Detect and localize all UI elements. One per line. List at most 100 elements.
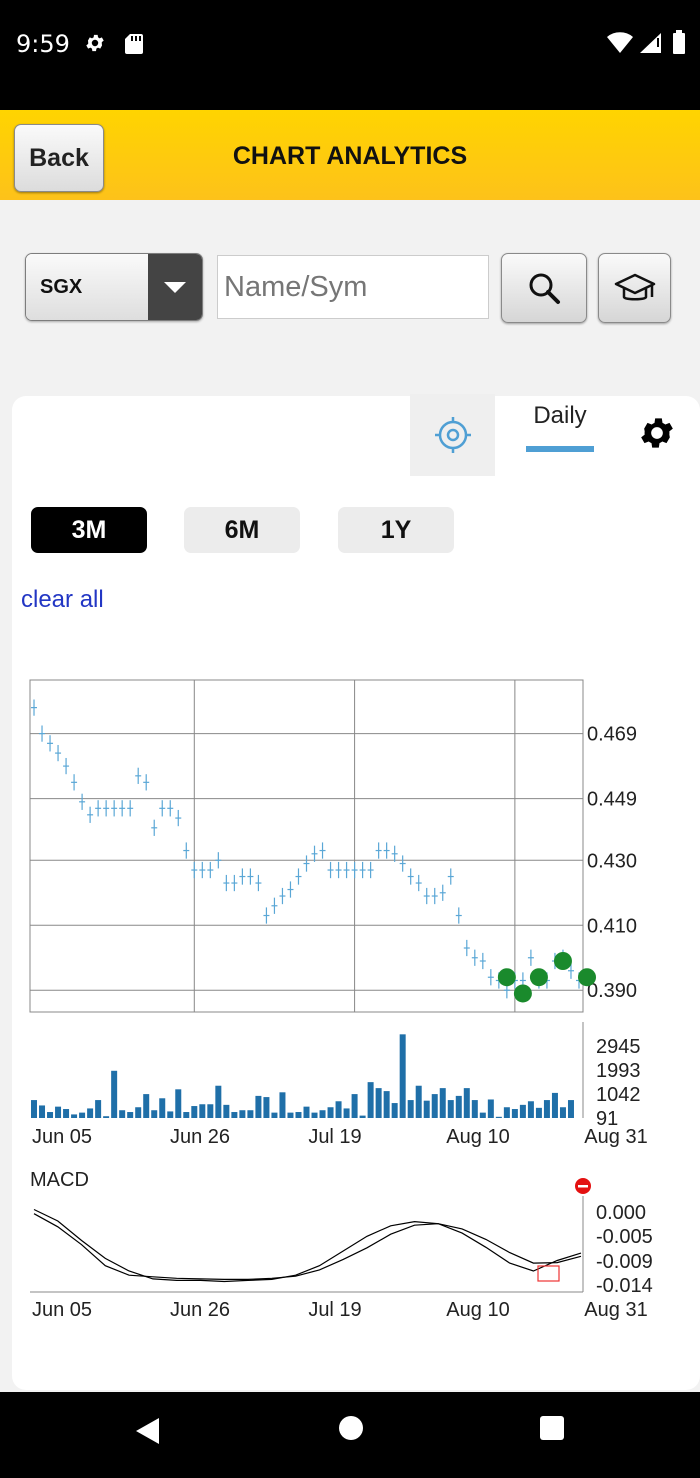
price-axis-tick-label: 0.430 (587, 850, 637, 872)
ohlc-bar (287, 881, 294, 898)
ohlc-bar (279, 887, 286, 905)
signal-marker (553, 951, 572, 970)
range-6m-button[interactable]: 6M (184, 507, 300, 553)
exchange-select[interactable]: SGX (25, 253, 203, 321)
clear-all-link[interactable]: clear all (21, 586, 104, 613)
ohlc-bar (383, 842, 390, 859)
search-input[interactable] (217, 255, 489, 319)
ohlc-bar (303, 855, 310, 872)
ohlc-bar (439, 884, 446, 901)
volume-bar (111, 1070, 118, 1118)
ohlc-bar (183, 842, 190, 859)
macd-date-axis-label: Jun 26 (170, 1299, 230, 1321)
volume-bar (463, 1088, 470, 1118)
volume-bar (223, 1104, 230, 1118)
macd-line (33, 1208, 582, 1283)
settings-gear-icon[interactable] (637, 413, 677, 453)
volume-bar (519, 1104, 526, 1118)
ohlc-bar (39, 725, 46, 742)
volume-bar (175, 1089, 182, 1118)
macd-axis-tick-label: -0.005 (596, 1226, 653, 1248)
ohlc-bar (239, 868, 246, 885)
search-icon (529, 273, 560, 304)
ohlc-bar (463, 939, 470, 957)
volume-bar (183, 1112, 190, 1118)
macd-title: MACD (30, 1169, 89, 1191)
ohlc-bar (215, 852, 222, 869)
volume-bar (479, 1112, 486, 1118)
wifi-icon (607, 32, 633, 53)
volume-bar (55, 1106, 62, 1118)
volume-bar (431, 1094, 438, 1118)
page-title: CHART ANALYTICS (232, 142, 468, 170)
volume-bar (391, 1103, 398, 1118)
volume-bar (215, 1085, 222, 1118)
volume-bar (231, 1112, 238, 1118)
price-axis-tick-label: 0.410 (587, 915, 637, 937)
system-nav-bar (0, 1392, 700, 1478)
ohlc-bar (327, 861, 334, 879)
tab-daily[interactable]: Daily (533, 402, 587, 429)
ohlc-bar (247, 868, 254, 885)
volume-bar (247, 1110, 254, 1118)
ohlc-bar (151, 819, 158, 836)
date-axis-label: Jul 19 (308, 1126, 361, 1148)
home-nav-icon[interactable] (337, 1414, 365, 1442)
volume-bar (415, 1085, 422, 1118)
back-button[interactable]: Back (14, 124, 104, 192)
ohlc-bar (119, 800, 126, 817)
volume-bar (191, 1106, 198, 1118)
volume-bar (311, 1112, 318, 1118)
sd-card-icon (125, 34, 143, 54)
volume-bar (487, 1099, 494, 1118)
ohlc-bar (263, 907, 270, 924)
tab-daily-indicator (526, 446, 594, 452)
volume-bar (543, 1100, 550, 1118)
volume-bar (375, 1088, 382, 1118)
crosshair-tab[interactable] (410, 394, 495, 476)
date-axis-label: Jun 26 (170, 1126, 230, 1148)
recents-nav-icon[interactable] (538, 1414, 566, 1442)
ohlc-bar (271, 897, 278, 914)
ohlc-bar (343, 861, 350, 879)
ohlc-bar (407, 868, 414, 885)
date-axis-label: Aug 31 (584, 1126, 647, 1148)
volume-bar (143, 1094, 150, 1118)
ohlc-bar (399, 855, 406, 872)
ohlc-bar (95, 800, 102, 817)
education-button[interactable] (598, 253, 671, 323)
volume-axis-tick-label: 1042 (596, 1084, 641, 1106)
ohlc-bar (375, 842, 382, 859)
status-bar: 9:59 (0, 0, 700, 110)
ohlc-bar (55, 744, 62, 762)
ohlc-bar (63, 757, 70, 775)
back-nav-icon[interactable] (133, 1416, 161, 1446)
search-button[interactable] (501, 253, 587, 323)
macd-date-axis-label: Jun 05 (32, 1299, 92, 1321)
chevron-down-icon[interactable] (148, 254, 202, 320)
ohlc-bar (351, 861, 358, 879)
volume-bar (207, 1104, 214, 1118)
cell-signal-icon (640, 33, 661, 53)
ohlc-bar (111, 800, 118, 817)
ohlc-bar (295, 868, 302, 885)
exchange-value: SGX (26, 254, 148, 320)
volume-bar (295, 1112, 302, 1118)
ohlc-bar (255, 874, 262, 892)
volume-bar (71, 1114, 78, 1118)
ohlc-bar (335, 861, 342, 879)
ohlc-bar (479, 952, 486, 970)
volume-bar (255, 1095, 262, 1118)
range-3m-button[interactable]: 3M (31, 507, 147, 553)
battery-icon (673, 30, 685, 54)
signal-marker (513, 984, 532, 1003)
ohlc-bar (167, 800, 174, 817)
macd-date-axis-label: Aug 31 (584, 1299, 647, 1321)
ohlc-bar (431, 887, 438, 905)
volume-bar (471, 1100, 478, 1118)
range-1y-button[interactable]: 1Y (338, 507, 454, 553)
macd-date-axis-label: Aug 10 (446, 1299, 509, 1321)
ohlc-bar (159, 800, 166, 817)
volume-bar (47, 1112, 54, 1118)
